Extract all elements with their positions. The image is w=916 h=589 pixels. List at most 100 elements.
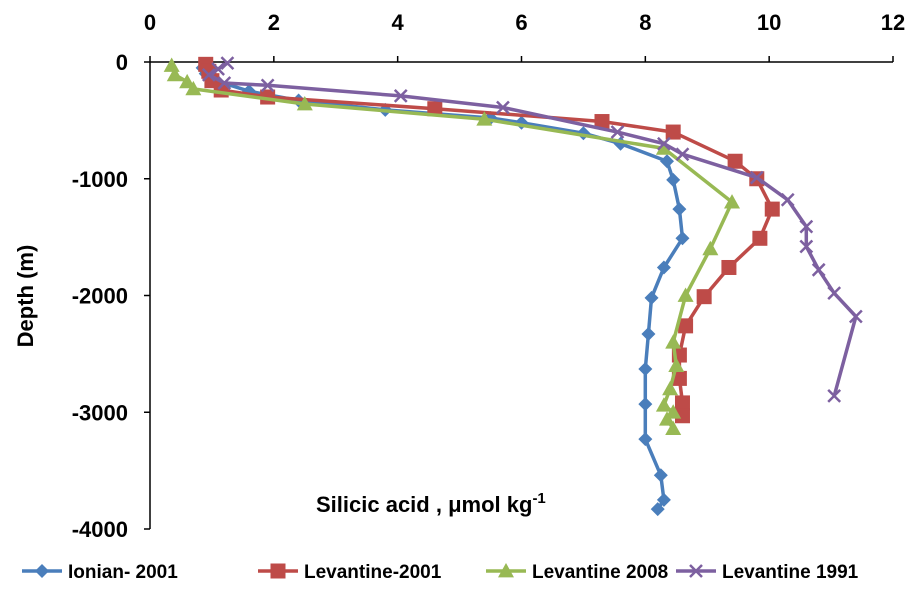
- data-point: [655, 140, 672, 155]
- data-point: [764, 201, 780, 217]
- data-point: [662, 380, 679, 396]
- data-point: [657, 136, 671, 151]
- series-line: [170, 64, 734, 430]
- data-point: [848, 309, 863, 324]
- x-tick-label: 10: [757, 10, 781, 35]
- legend: Ionian- 2001 Levantine-2001 Levantine 2008…: [22, 562, 859, 583]
- legend-item-3: Levantine 2008: [486, 562, 668, 583]
- legend-item-4: Levantine 1991: [676, 562, 859, 583]
- x-tick-label: 12: [881, 10, 905, 35]
- data-point: [496, 100, 510, 115]
- data-point: [678, 318, 694, 334]
- x-axis-title-unit: μmol kg: [448, 492, 532, 517]
- data-point: [675, 231, 690, 246]
- data-point: [217, 76, 232, 90]
- x-tick-label: 6: [515, 10, 527, 35]
- data-point: [185, 80, 202, 96]
- data-point: [724, 194, 741, 209]
- series-4: [201, 56, 863, 403]
- legend-label: Levantine 1991: [722, 562, 859, 583]
- legend-item-1: Ionian- 2001: [22, 562, 178, 583]
- data-point: [659, 411, 676, 426]
- data-point: [211, 62, 225, 76]
- data-point: [666, 172, 681, 187]
- y-tick-label: -1000: [72, 167, 128, 192]
- plot-area: [163, 56, 863, 517]
- legend-marker: [498, 563, 514, 578]
- data-point: [476, 111, 493, 126]
- data-point: [260, 78, 275, 93]
- data-point: [665, 334, 682, 349]
- data-point: [638, 397, 653, 412]
- data-point: [656, 260, 671, 275]
- data-point: [702, 240, 719, 256]
- data-point: [665, 420, 682, 435]
- x-axis-title-main: Silicic acid ,: [316, 492, 448, 517]
- data-point: [427, 101, 443, 117]
- legend-label: Ionian- 2001: [68, 562, 178, 583]
- data-point: [610, 125, 625, 139]
- axes: [144, 56, 894, 530]
- data-point: [656, 492, 671, 507]
- x-axis-title-superscript: -1: [532, 490, 545, 507]
- data-point: [393, 88, 408, 103]
- data-point: [752, 230, 768, 246]
- legend-marker: [270, 563, 286, 579]
- data-point: [163, 57, 180, 72]
- data-point: [749, 170, 764, 185]
- data-point: [220, 56, 235, 71]
- data-point: [179, 73, 196, 89]
- data-point: [799, 239, 814, 254]
- data-point: [780, 192, 795, 207]
- data-point: [641, 327, 656, 342]
- data-point: [638, 362, 653, 377]
- y-axis-title: Depth (m): [13, 245, 38, 348]
- data-point: [638, 432, 653, 447]
- data-point: [672, 202, 687, 217]
- x-tick-labels: 0 2 4 6 8 10 12: [144, 10, 905, 35]
- y-tick-label: -2000: [72, 284, 128, 309]
- data-point: [650, 502, 665, 517]
- data-point: [514, 115, 529, 130]
- legend-marker: [689, 564, 703, 578]
- legend-item-2: Levantine-2001: [258, 562, 442, 583]
- data-point: [675, 147, 690, 162]
- data-point: [727, 153, 743, 169]
- data-point: [674, 408, 690, 424]
- data-point: [677, 287, 694, 302]
- x-tick-label: 0: [144, 10, 156, 35]
- y-tick-label: 0: [116, 50, 128, 75]
- data-point: [655, 397, 672, 412]
- y-tick-labels: 0 -1000 -2000 -3000 -4000: [72, 50, 128, 542]
- legend-label: Levantine-2001: [304, 562, 442, 583]
- data-point: [665, 124, 681, 140]
- data-point: [644, 290, 659, 305]
- x-tick-label: 4: [392, 10, 405, 35]
- legend-marker: [35, 564, 49, 578]
- series-2: [198, 56, 780, 424]
- data-point: [653, 468, 668, 483]
- x-tick-label: 8: [639, 10, 651, 35]
- legend-label: Levantine 2008: [532, 562, 668, 583]
- data-point: [721, 259, 737, 275]
- data-point: [665, 404, 682, 419]
- data-point: [811, 262, 826, 277]
- y-tick-label: -3000: [72, 400, 128, 425]
- x-axis-title: Silicic acid , μmol kg-1: [316, 490, 546, 517]
- data-point: [668, 357, 685, 372]
- data-point: [799, 219, 814, 234]
- data-point: [696, 289, 712, 305]
- series-3: [163, 57, 741, 435]
- series-line: [201, 66, 685, 511]
- x-tick-label: 2: [268, 10, 280, 35]
- series-line: [207, 61, 858, 397]
- data-point: [827, 389, 842, 403]
- y-tick-label: -4000: [72, 517, 128, 542]
- data-point: [201, 67, 216, 82]
- data-point: [594, 114, 610, 130]
- data-point: [674, 395, 690, 411]
- data-point: [166, 66, 183, 82]
- data-point: [296, 96, 313, 111]
- data-point: [660, 154, 675, 169]
